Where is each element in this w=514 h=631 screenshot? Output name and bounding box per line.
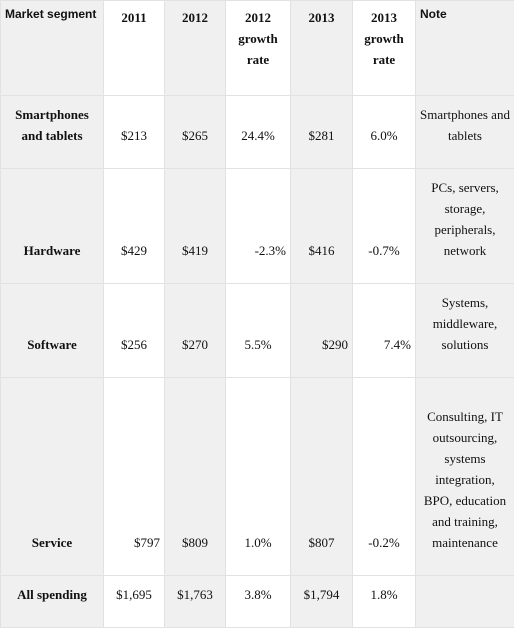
value-cell: -0.7% xyxy=(352,168,416,284)
header-row: Market segment 2011 2012 2012 growth rate 20… xyxy=(0,0,514,96)
value-cell: $265 xyxy=(164,95,226,169)
value-cell: $429 xyxy=(103,168,165,284)
column-header: 2013 xyxy=(290,0,353,96)
column-header: 2013 growth rate xyxy=(352,0,416,96)
value-cell: $213 xyxy=(103,95,165,169)
table-row: Software $256 $270 5.5% $290 7.4% Systems, mid… xyxy=(0,283,514,378)
value-cell: $256 xyxy=(103,283,165,378)
value-cell: $416 xyxy=(290,168,353,284)
value-cell: $270 xyxy=(164,283,226,378)
value-cell: -2.3% xyxy=(225,168,291,284)
value-cell: 6.0% xyxy=(352,95,416,169)
value-cell: $281 xyxy=(290,95,353,169)
row-label: Smartphones and tablets xyxy=(0,95,104,169)
value-cell: 24.4% xyxy=(225,95,291,169)
note-cell xyxy=(415,575,514,628)
value-cell: -0.2% xyxy=(352,377,416,576)
table-row: All spending $1,695 $1,763 3.8% $1,794 1.8% xyxy=(0,575,514,628)
table-row: Smartphones and tablets $213 $265 24.4% $281… xyxy=(0,95,514,169)
note-cell: Consulting, IT outsourcing, systems inte… xyxy=(415,377,514,576)
column-header: 2012 xyxy=(164,0,226,96)
column-header: Market segment xyxy=(0,0,104,96)
value-cell: $290 xyxy=(290,283,353,378)
row-label: All spending xyxy=(0,575,104,628)
note-cell: Systems, middleware, solutions xyxy=(415,283,514,378)
value-cell: 3.8% xyxy=(225,575,291,628)
row-label: Service xyxy=(0,377,104,576)
row-label: Hardware xyxy=(0,168,104,284)
column-header: 2011 xyxy=(103,0,165,96)
value-cell: $419 xyxy=(164,168,226,284)
value-cell: $1,763 xyxy=(164,575,226,628)
value-cell: 5.5% xyxy=(225,283,291,378)
table-row: Hardware $429 $419 -2.3% $416 -0.7% PCs, serve… xyxy=(0,168,514,284)
table-body: Smartphones and tablets $213 $265 24.4% $281… xyxy=(0,95,514,628)
value-cell: 1.8% xyxy=(352,575,416,628)
table-row: Service $797 $809 1.0% $807 -0.2% Consulting, … xyxy=(0,377,514,576)
value-cell: $1,695 xyxy=(103,575,165,628)
note-cell: PCs, servers, storage, peripherals, netw… xyxy=(415,168,514,284)
value-cell: 7.4% xyxy=(352,283,416,378)
row-label: Software xyxy=(0,283,104,378)
column-header: 2012 growth rate xyxy=(225,0,291,96)
value-cell: $797 xyxy=(103,377,165,576)
value-cell: $809 xyxy=(164,377,226,576)
note-cell: Smartphones and tablets xyxy=(415,95,514,169)
value-cell: 1.0% xyxy=(225,377,291,576)
value-cell: $807 xyxy=(290,377,353,576)
value-cell: $1,794 xyxy=(290,575,353,628)
column-header: Note xyxy=(415,0,514,96)
